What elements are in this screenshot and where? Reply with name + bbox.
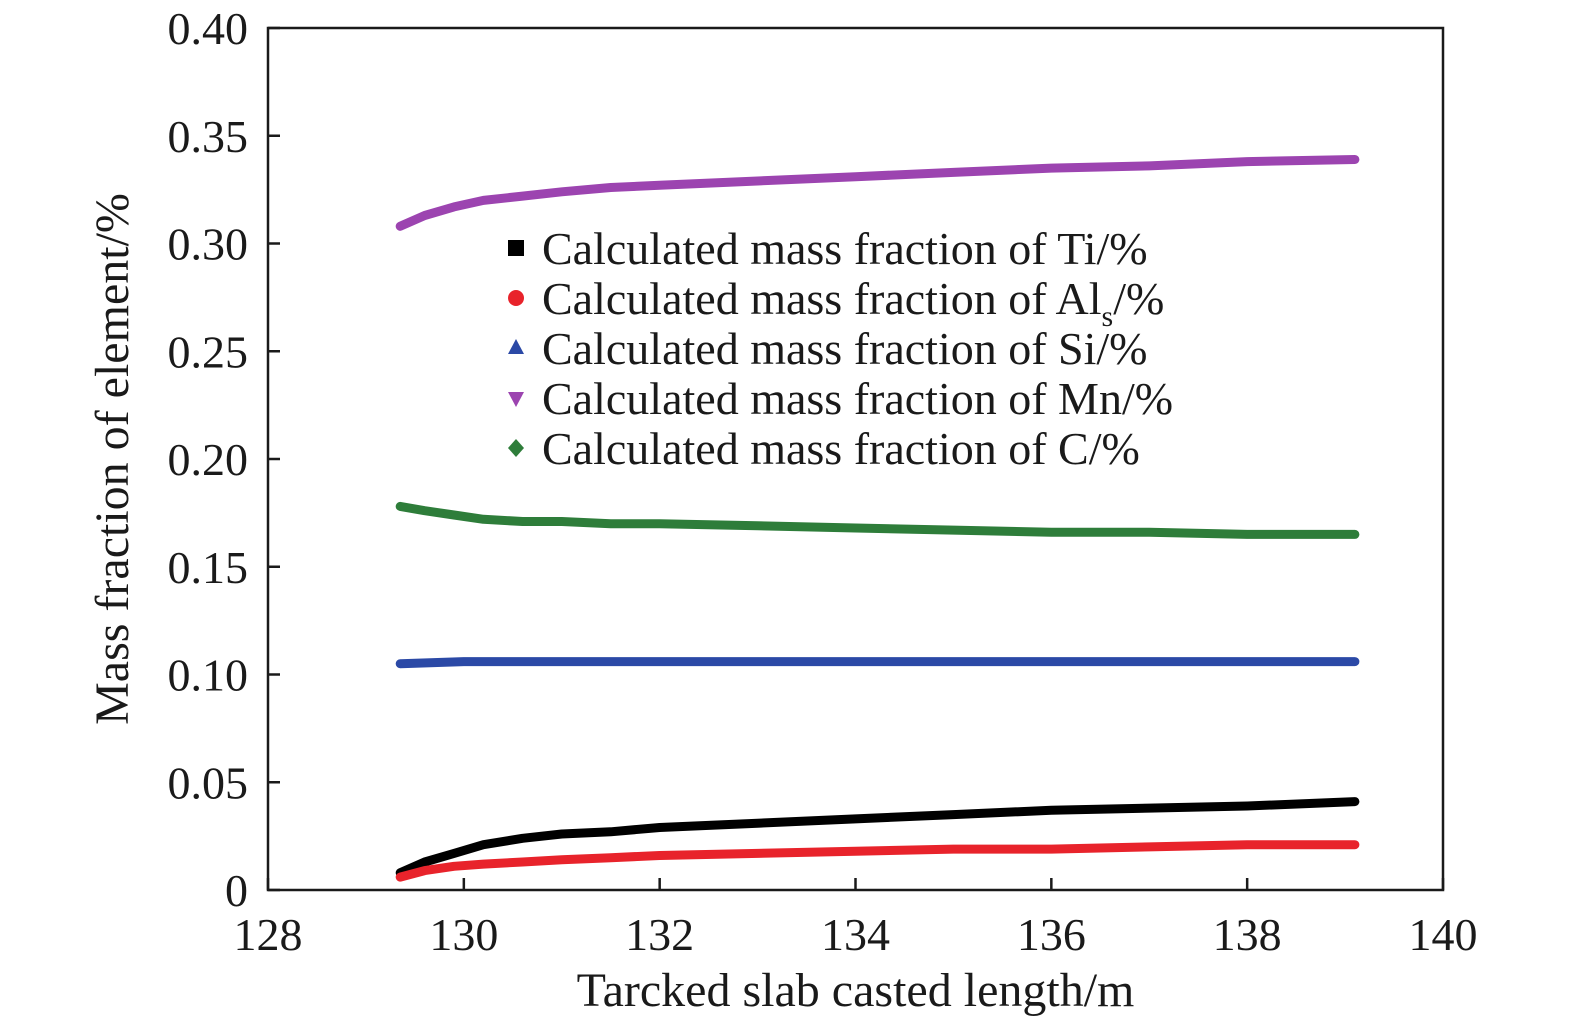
legend-label: Calculated mass fraction of Mn/%: [542, 373, 1173, 424]
plot-frame: [266, 26, 1445, 892]
series-line-0: [395, 797, 1360, 878]
legend-label-text: Calculated mass fraction of Mn: [542, 373, 1122, 424]
legend-entry: Calculated mass fraction of Mn/%: [508, 373, 1173, 424]
legend-label-unit: /%: [1122, 373, 1173, 424]
x-tick-labels: 128 130 132 134 136 138 140: [234, 909, 1478, 960]
legend-marker-circle: [508, 290, 524, 306]
y-tick-label: 0: [225, 865, 248, 916]
legend-label: Calculated mass fraction of Ti/%: [542, 223, 1148, 274]
y-tick-label: 0.15: [168, 542, 249, 593]
y-tick-label: 0.05: [168, 757, 249, 808]
legend-label: Calculated mass fraction of Si/%: [542, 323, 1148, 374]
legend-marker-diamond: [508, 439, 524, 457]
y-tick-label: 0.25: [168, 326, 249, 377]
legend-label-unit: /%: [1113, 273, 1164, 324]
y-tick-label: 0.35: [168, 111, 249, 162]
legend-marker-triangle-up: [508, 339, 524, 354]
legend-marker-square: [508, 240, 524, 256]
legend: Calculated mass fraction of Ti/%Calculat…: [508, 223, 1173, 474]
legend-label-unit: /%: [1089, 423, 1140, 474]
x-tick-label: 140: [1409, 909, 1478, 960]
legend-label-text: Calculated mass fraction of C: [542, 423, 1089, 474]
legend-label: Calculated mass fraction of C/%: [542, 423, 1140, 474]
legend-entry: Calculated mass fraction of Ti/%: [508, 223, 1148, 274]
legend-marker-triangle-down: [508, 392, 524, 407]
x-tick-label: 130: [429, 909, 498, 960]
y-axis-title: Mass fraction of element/%: [86, 193, 139, 725]
legend-label-text: Calculated mass fraction of Si: [542, 323, 1096, 374]
legend-label: Calculated mass fraction of Als/%: [542, 273, 1164, 333]
x-tick-label: 128: [234, 909, 303, 960]
legend-label-text: Calculated mass fraction of Ti: [542, 223, 1096, 274]
tick-marks: [266, 26, 1445, 892]
y-tick-label: 0.30: [168, 219, 249, 270]
series-layer: [395, 155, 1360, 882]
legend-label-subscript: s: [1102, 300, 1114, 333]
y-tick-label: 0.10: [168, 650, 249, 701]
y-tick-labels: 0 0.05 0.10 0.15 0.20 0.25 0.30 0.35 0.40: [168, 3, 249, 916]
x-tick-label: 134: [821, 909, 890, 960]
series-line-1: [395, 840, 1360, 882]
legend-label-unit: /%: [1096, 223, 1147, 274]
legend-entry: Calculated mass fraction of C/%: [508, 423, 1140, 474]
series-line-3: [395, 155, 1360, 231]
series-line-4: [395, 501, 1360, 539]
legend-entry: Calculated mass fraction of Als/%: [508, 273, 1164, 333]
legend-label-unit: /%: [1096, 323, 1147, 374]
x-tick-label: 136: [1017, 909, 1086, 960]
legend-entry: Calculated mass fraction of Si/%: [508, 323, 1148, 374]
y-tick-label: 0.40: [168, 3, 249, 54]
legend-label-text: Calculated mass fraction of Al: [542, 273, 1102, 324]
x-tick-label: 132: [625, 909, 694, 960]
series-line-2: [395, 657, 1360, 669]
x-axis-title: Tarcked slab casted length/m: [577, 964, 1135, 1017]
x-tick-label: 138: [1213, 909, 1282, 960]
y-tick-label: 0.20: [168, 434, 249, 485]
